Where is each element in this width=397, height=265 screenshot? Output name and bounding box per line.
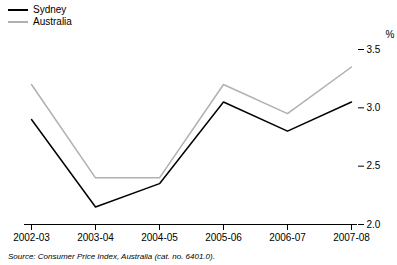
- svg-text:2003-04: 2003-04: [77, 232, 114, 243]
- html-text:Sydney: Sydney: [33, 4, 67, 15]
- svg-text:2.5: 2.5: [367, 160, 381, 171]
- svg-text:3.5: 3.5: [367, 44, 381, 55]
- svg-text:%: %: [386, 29, 395, 40]
- html-text:Source: Consumer Price Index,: Source: Consumer Price Index, Australia …: [8, 252, 215, 261]
- svg-text:3.0: 3.0: [367, 102, 381, 113]
- svg-text:2007-08: 2007-08: [333, 232, 370, 243]
- html-text:Australia: Australia: [33, 16, 72, 27]
- svg-text:2005-06: 2005-06: [205, 232, 242, 243]
- svg-text:2004-05: 2004-05: [141, 232, 178, 243]
- svg-text:2.0: 2.0: [367, 219, 381, 230]
- svg-text:2006-07: 2006-07: [269, 232, 306, 243]
- svg-text:2002-03: 2002-03: [13, 232, 50, 243]
